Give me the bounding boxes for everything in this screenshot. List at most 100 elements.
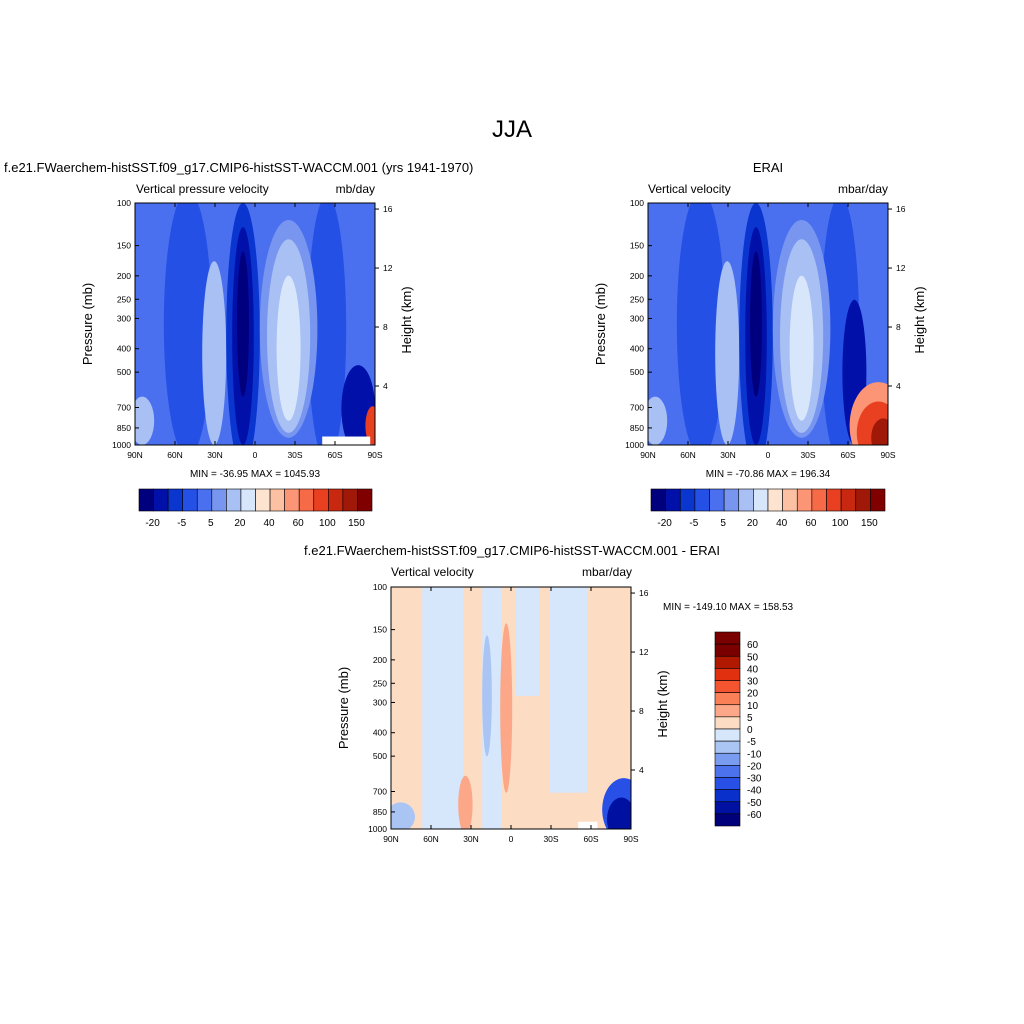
colorbar1-label-60: 60 [293,518,305,529]
colorbar1-box-9 [269,488,285,512]
colorbar1-box-2 [167,488,183,512]
panel2-y2tick-label-4: 4 [896,381,901,391]
panel1-field-np-surface [135,396,155,445]
panel2-field-antarctic-core [871,418,888,445]
panel2-field-nh-subsidence [715,261,740,445]
panel3-field-warm-streak [500,623,513,793]
panel3-field-antarctic-core [607,797,631,829]
panel1-ytick-label-400: 400 [117,344,131,354]
colorbar1-label--5: -5 [177,518,186,529]
panel3-y2label: Height (km) [655,670,670,737]
panel2-field-itcz-core [750,251,762,397]
colorbar1-box-15 [357,488,373,512]
panel3-field-missing [578,821,598,829]
colorbar1-box-0 [138,488,154,512]
colorbar1-label-40: 40 [264,518,276,529]
colorbar3-box-2 [714,668,741,681]
panel3-ytick-label-1000: 1000 [368,824,387,834]
colorbar3-label-50: 50 [747,652,759,663]
colorbar3-label--5: -5 [747,737,756,748]
panel3-xtick-label-30N: 30N [463,834,479,844]
panel2-variable-label: Vertical velocity [648,182,731,196]
panel2-ytick-label-100: 100 [630,198,644,208]
panel2-units-label: mbar/day [837,182,888,196]
panel1-units-label: mb/day [335,182,375,196]
panel2-y2tick-label-16: 16 [896,204,906,214]
colorbar1-label--20: -20 [145,518,160,529]
panel1-run-label: f.e21.FWaerchem-histSST.f09_g17.CMIP6-hi… [4,160,474,175]
panel3-ytick-label-850: 850 [373,807,387,817]
panel3-xtick-label-90S: 90S [623,834,638,844]
panel3-xtick-label-0: 0 [509,834,514,844]
colorbar2-box-0 [650,488,666,512]
colorbar2-label--5: -5 [689,518,698,529]
panel1-xtick-label-60S: 60S [327,450,342,460]
colorbar2-box-14 [855,488,871,512]
panel1-ytick-label-850: 850 [117,423,131,433]
panel1-ytick-label-500: 500 [117,367,131,377]
colorbar3-label--40: -40 [747,786,762,797]
colorbar1-box-14 [342,488,358,512]
colorbar2-box-12 [826,488,842,512]
panel3-field-band-1 [422,587,463,829]
colorbar2-box-8 [767,488,783,512]
colorbar1-box-12 [313,488,329,512]
colorbar3-label-40: 40 [747,664,759,675]
colorbar2-box-3 [694,488,710,512]
colorbar1-label-100: 100 [319,518,336,529]
colorbar1-box-11 [298,488,315,512]
colorbar3-label--30: -30 [747,774,762,785]
panel2-ytick-label-500: 500 [630,367,644,377]
colorbar3-box-12 [714,789,741,803]
panel2-ytick-label-400: 400 [630,344,644,354]
panel3-stats: MIN = -149.10 MAX = 158.53 [663,602,794,613]
panel1-field-nh-subsidence [202,261,227,445]
colorbar2-label--20: -20 [657,518,672,529]
panel1-ytick-label-150: 150 [117,241,131,251]
colorbar3-box-9 [714,752,741,766]
panel1-ytick-label-100: 100 [117,198,131,208]
panel1-y2tick-label-12: 12 [383,263,393,273]
panel3-units-label: mbar/day [581,565,632,579]
panel2-xtick-label-60S: 60S [840,450,855,460]
colorbar3-label-60: 60 [747,640,759,651]
colorbar2-box-5 [723,488,740,512]
colorbar3-label-20: 20 [747,689,759,700]
panel1-field-nh-band [163,203,212,445]
panel2-xtick-label-90S: 90S [880,450,895,460]
panel3-field-np-surface [391,802,415,829]
colorbar2-label-40: 40 [776,518,788,529]
colorbar2-box-15 [870,488,886,512]
colorbar1-box-3 [182,488,198,512]
panel1-ytick-label-700: 700 [117,403,131,413]
colorbar3-label--10: -10 [747,749,762,760]
panel2-ytick-label-1000: 1000 [625,440,644,450]
panel1-y2tick-label-4: 4 [383,381,388,391]
colorbar3-box-8 [714,740,741,754]
panel1-field-sh-band [307,203,347,445]
panel3-xtick-label-30S: 30S [543,834,558,844]
colorbar3-label-10: 10 [747,701,759,712]
colorbar1-box-6 [226,488,242,512]
colorbar1-box-1 [153,488,169,512]
panel3-y2tick-label-12: 12 [639,647,649,657]
panel3-ytick-label-400: 400 [373,728,387,738]
panel3-ytick-label-200: 200 [373,655,387,665]
colorbar1-label-20: 20 [234,518,246,529]
panel3-ytick-label-300: 300 [373,697,387,707]
colorbar3-box-0 [714,643,741,657]
panel2-ytick-label-150: 150 [630,241,644,251]
panel1-y2tick-label-8: 8 [383,322,388,332]
colorbar2-box-9 [782,488,798,512]
panel2-stats: MIN = -70.86 MAX = 196.34 [705,469,831,480]
colorbar2-label-100: 100 [832,518,849,529]
colorbar2-box-7 [753,488,769,512]
panel3-y2tick-label-4: 4 [639,765,644,775]
panel1-y2label: Height (km) [399,286,414,353]
colorbar3-box-6 [714,716,741,730]
panel2-field-nh-band [676,203,725,445]
panel3-xtick-label-90N: 90N [383,834,399,844]
panel2-ytick-label-200: 200 [630,271,644,281]
panel2-y2tick-label-12: 12 [896,263,906,273]
colorbar2-box-10 [796,488,813,512]
